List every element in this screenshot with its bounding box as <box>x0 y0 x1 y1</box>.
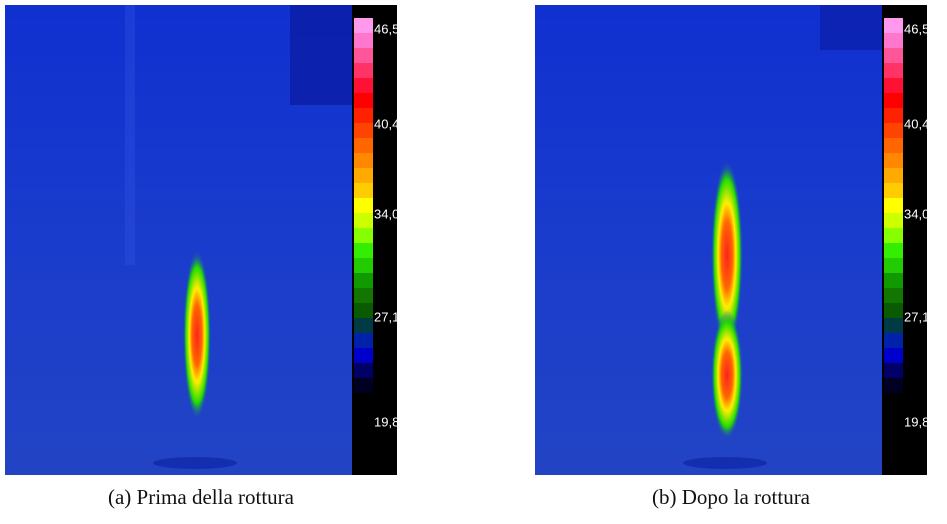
colorbar-segment <box>354 333 373 348</box>
colorbar-segment <box>354 18 373 33</box>
colorbar-segment <box>884 348 903 363</box>
scale-label: 19,8 <box>904 414 927 429</box>
thermal-image: 46,5 40,4 34,0°C 27,1 19,8 <box>535 5 927 475</box>
colorbar-segment <box>884 123 903 138</box>
dark-region <box>820 5 882 50</box>
colorbar-segment <box>354 243 373 258</box>
colorbar-segment <box>354 393 373 408</box>
scale-label: 27,1 <box>374 309 397 324</box>
colorbar-segment <box>354 213 373 228</box>
shadow <box>153 457 237 469</box>
colorbar-segment <box>884 183 903 198</box>
colorbar-segment <box>884 333 903 348</box>
colorbar-segment <box>354 258 373 273</box>
colorbar-segment <box>354 228 373 243</box>
scale-label: 34,0°C <box>904 206 927 221</box>
scale-label: 46,5 <box>904 21 927 36</box>
colorbar-segment <box>354 363 373 378</box>
colorbar-segment <box>884 288 903 303</box>
colorbar-segment <box>884 228 903 243</box>
scale-label: 27,1 <box>904 309 927 324</box>
colorbar-segment <box>884 108 903 123</box>
colorbar-segment <box>884 243 903 258</box>
colorbar-segment <box>354 123 373 138</box>
colorbar-segment <box>354 348 373 363</box>
colorbar-segment <box>884 273 903 288</box>
scale-label: 34,0°C <box>374 206 397 221</box>
colorbar-segment <box>884 168 903 183</box>
faint-streak <box>125 5 135 265</box>
colorbar-segment <box>884 258 903 273</box>
colorbar-segment <box>884 33 903 48</box>
colorbar-segment <box>884 63 903 78</box>
colorbar-segment <box>884 48 903 63</box>
colorbar-segment <box>354 153 373 168</box>
colorbar-segment <box>884 138 903 153</box>
caption: (b) Dopo la rottura <box>651 485 811 509</box>
colorbar-segment <box>884 78 903 93</box>
colorbar-segment <box>354 63 373 78</box>
colorbar-segment <box>354 93 373 108</box>
colorbar-segment <box>884 18 903 33</box>
hot-streak <box>183 250 211 420</box>
thermal-image: 46,5 40,4 34,0°C 27,1 19,8 <box>5 5 397 475</box>
colorbar-segment <box>354 48 373 63</box>
colorbar-segment <box>884 393 903 408</box>
colorbar-segment <box>354 318 373 333</box>
colorbar-segment <box>884 318 903 333</box>
dark-region <box>290 5 352 105</box>
scale-label: 40,4 <box>904 116 927 131</box>
shadow <box>683 457 767 469</box>
colorbar-segment <box>884 198 903 213</box>
colorbar-segment <box>354 138 373 153</box>
colorbar-segment <box>884 153 903 168</box>
colorbar-segment <box>354 183 373 198</box>
colorbar-segment <box>354 198 373 213</box>
colorbar-segment <box>884 363 903 378</box>
hot-streak <box>711 310 743 440</box>
colorbar-segment <box>884 378 903 393</box>
scale-label: 46,5 <box>374 21 397 36</box>
colorbar-segment <box>354 78 373 93</box>
colorbar-segment <box>354 33 373 48</box>
colorbar-segment <box>354 168 373 183</box>
scale-label: 19,8 <box>374 414 397 429</box>
hot-streak <box>711 160 743 350</box>
colorbar-segment <box>884 303 903 318</box>
colorbar-segment <box>354 273 373 288</box>
colorbar-segment <box>884 213 903 228</box>
figure-panel: 46,5 40,4 34,0°C 27,1 19,8 (b) Dopo la rottu… <box>535 5 927 520</box>
figure-panel: 46,5 40,4 34,0°C 27,1 19,8 (a) Prima della r… <box>5 5 397 520</box>
colorbar-segment <box>354 288 373 303</box>
colorbar-segment <box>354 108 373 123</box>
scale-label: 40,4 <box>374 116 397 131</box>
image-background <box>535 5 882 475</box>
caption: (a) Prima della rottura <box>107 485 294 509</box>
colorbar-segment <box>354 378 373 393</box>
colorbar-segment <box>884 93 903 108</box>
colorbar-segment <box>354 303 373 318</box>
